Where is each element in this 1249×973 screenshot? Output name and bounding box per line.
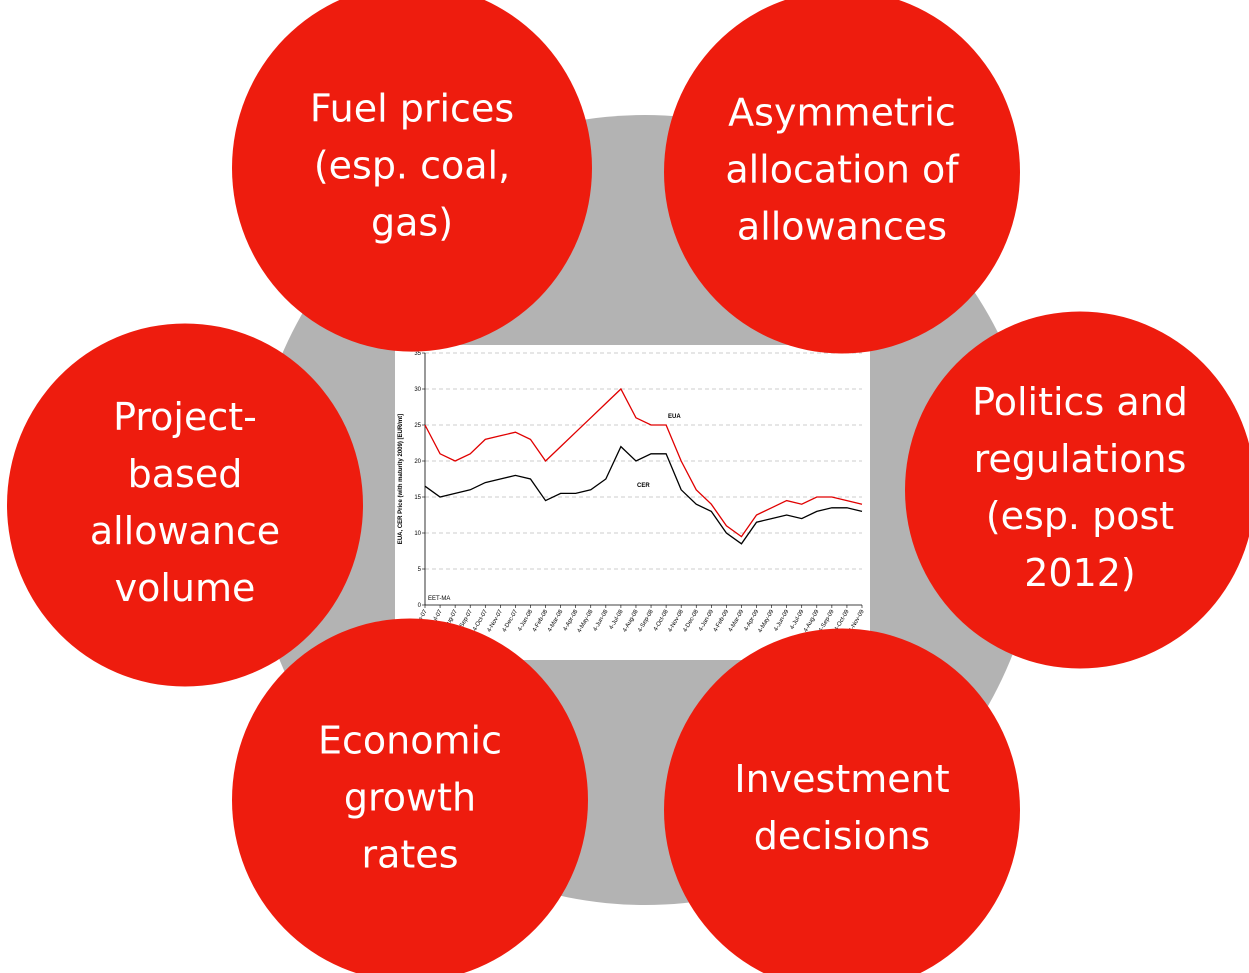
node-label: Economic: [318, 719, 502, 763]
node-label: Asymmetric: [728, 91, 956, 135]
y-tick-label: 5: [418, 567, 422, 573]
node-label: Investment: [734, 757, 949, 801]
y-axis-label: EUA, CER Price (with maturity 2009) [EUR…: [398, 414, 404, 544]
y-tick-label: 0: [418, 603, 422, 609]
node-label: allocation of: [725, 148, 960, 192]
y-tick-label: 35: [414, 351, 421, 357]
node: Fuel prices (esp. coal, gas): [232, 0, 592, 352]
node: Economic growth rates: [232, 618, 588, 973]
node-label: decisions: [754, 814, 930, 858]
node: Investment decisions: [664, 628, 1020, 973]
y-tick-label: 15: [414, 495, 421, 501]
node-circle: [664, 628, 1020, 973]
node-label: (esp. coal,: [314, 144, 510, 188]
node-label: growth: [344, 776, 476, 820]
node-label: (esp. post: [986, 494, 1174, 538]
node-label: regulations: [974, 437, 1187, 481]
node-label: Project-: [113, 395, 257, 439]
node-label: allowances: [737, 205, 947, 249]
node: Asymmetric allocation of allowances: [664, 0, 1020, 354]
series-line: [424, 445, 863, 545]
node-label: rates: [362, 833, 459, 877]
annotation: EUA: [668, 414, 681, 420]
node-label: volume: [115, 566, 256, 610]
nodes: Fuel prices (esp. coal, gas) Asymmetric allo…: [7, 0, 1249, 973]
node-circle: [905, 311, 1249, 669]
node-circle: [7, 323, 363, 687]
y-tick-label: 25: [414, 423, 421, 429]
chart-frame: [395, 345, 870, 660]
node: Project-based allowance volume: [7, 323, 363, 687]
node-label: based: [128, 452, 243, 496]
node-label: gas): [371, 201, 453, 245]
node-label: Fuel prices: [310, 87, 514, 131]
node-label: 2012): [1024, 551, 1136, 595]
y-tick-label: 20: [414, 459, 421, 465]
node-circle: [232, 0, 592, 352]
y-tick-label: 10: [414, 531, 421, 537]
node-label: Politics and: [972, 380, 1188, 424]
annotation: CER: [637, 483, 650, 489]
node-circle: [664, 0, 1020, 354]
series-line: [424, 387, 863, 538]
node: Politics and regulations (esp. post 2012): [905, 311, 1249, 669]
y-tick-label: 30: [414, 387, 421, 393]
node-label: allowance: [90, 509, 280, 553]
annotation: EET-MA: [428, 596, 450, 602]
node-circle: [232, 618, 588, 973]
